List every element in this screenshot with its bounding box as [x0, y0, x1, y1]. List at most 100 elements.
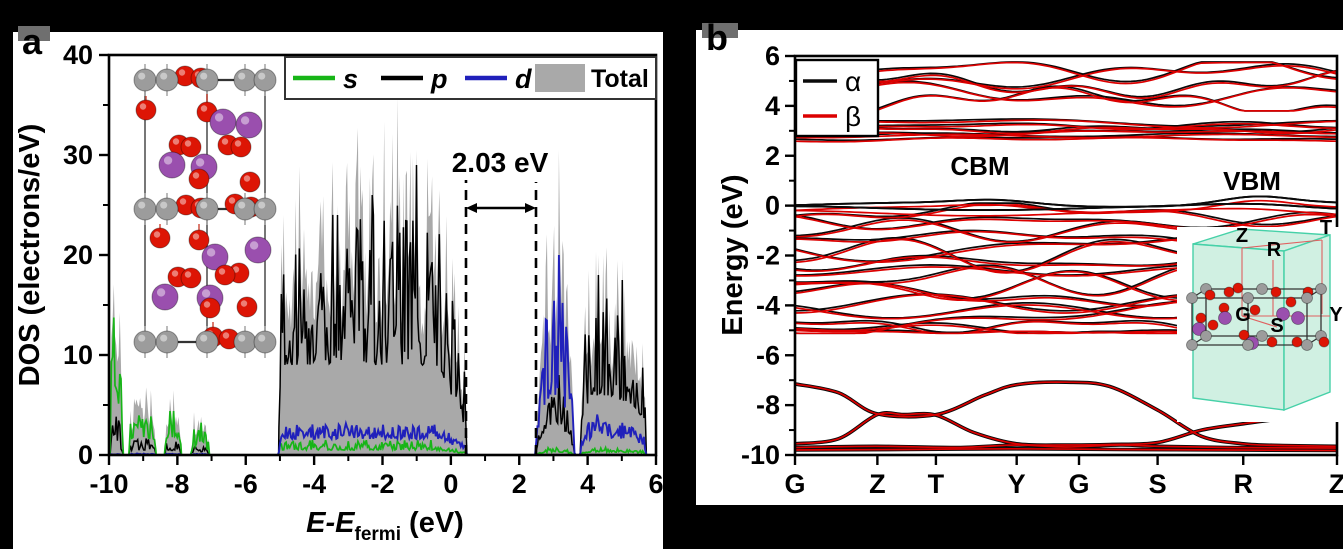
beta-band [795, 136, 1337, 143]
gray-atom [1301, 339, 1313, 351]
panel-a-letter: a [22, 21, 43, 62]
red-atom [1204, 289, 1216, 301]
beta-band [795, 199, 1337, 214]
beta-band [795, 130, 1337, 138]
s-dos-curve [163, 410, 183, 455]
y-tick-label: 40 [63, 40, 93, 70]
p-dos-curve [579, 274, 648, 455]
red-atom [180, 267, 202, 289]
atom-highlight [153, 231, 161, 238]
gray-atom [195, 330, 219, 354]
y-tick-label: 30 [63, 140, 93, 170]
atom-highlight [160, 334, 168, 342]
s-dos-curve [277, 438, 468, 455]
purple-atom [1218, 311, 1232, 325]
legend-total-swatch-icon [535, 64, 585, 92]
gray-atom [233, 68, 257, 92]
dos-legend-box [284, 56, 657, 100]
k-point-label: G [1069, 469, 1090, 499]
atom-highlight [221, 138, 229, 145]
red-atom [1249, 304, 1261, 316]
gray-atom [1315, 283, 1327, 295]
deep-band-beta [795, 444, 1337, 449]
y-tick-label: -2 [756, 241, 780, 271]
k-point-label: S [1149, 469, 1167, 499]
x-tick-label: 0 [443, 469, 458, 499]
red-atom [214, 264, 236, 286]
inset-kpoint-label: T [1320, 217, 1332, 239]
purple-atom [201, 243, 229, 271]
y-tick-label: 2 [765, 141, 780, 171]
y-tick-label: 10 [63, 340, 93, 370]
k-point-label: G [784, 469, 805, 499]
p-dos-curve [128, 437, 157, 455]
gray-atom [253, 68, 277, 92]
atom-highlight [201, 289, 211, 298]
atom-highlight [200, 72, 208, 80]
atom-highlight [218, 268, 226, 275]
gray-atom [195, 68, 219, 92]
atom-highlight [232, 266, 240, 273]
dos-axes: -10 -8 -6 -4 -2 0 2 4 6 0 10 20 30 40 [63, 40, 663, 499]
x-tick-label: -10 [89, 469, 128, 499]
gray-atom [1186, 339, 1198, 351]
atom-highlight [240, 116, 250, 125]
beta-band [795, 213, 1337, 231]
atom-highlight [160, 201, 168, 209]
beta-band [795, 81, 1337, 108]
inset-kpoint-label: Y [1329, 304, 1343, 326]
atom-highlight [156, 288, 166, 297]
inset-kpoint-label: G [1235, 304, 1251, 326]
purple-atom [244, 236, 272, 264]
legend-alpha-label: α [845, 66, 861, 97]
red-atom [1266, 336, 1278, 348]
gray-atom [233, 330, 257, 354]
atom-highlight [228, 197, 236, 204]
purple-atom [1276, 307, 1290, 321]
inset-kpoint-label: R [1267, 239, 1282, 261]
band-gap-annotation: 2.03 eV [452, 147, 549, 455]
atom-highlight [238, 201, 246, 209]
gray-atom [1242, 339, 1254, 351]
y-tick-label: 0 [78, 440, 93, 470]
atom-highlight [179, 198, 187, 205]
legend-s-label: s [343, 64, 358, 94]
atom-highlight [184, 271, 192, 278]
red-atom [199, 297, 221, 319]
atom-highlight [178, 69, 186, 76]
legend-d-label: d [515, 64, 532, 94]
p-dos-curve [277, 164, 468, 455]
beta-band [795, 64, 1337, 90]
atom-highlight [200, 105, 208, 112]
total-dos-fill [580, 247, 647, 455]
gap-arrowhead-left-icon [466, 203, 477, 213]
y-tick-label: -8 [756, 390, 780, 420]
atom-highlight [195, 158, 205, 167]
y-tick-label: -10 [741, 440, 780, 470]
s-dos-curve [535, 445, 576, 455]
y-tick-label: 0 [765, 191, 780, 221]
gray-atom [195, 197, 219, 221]
beta-band [795, 122, 1337, 131]
legend-p-label: p [430, 64, 448, 94]
gray-atom [1186, 292, 1198, 304]
y-tick-label: 4 [765, 91, 780, 121]
inset-kpoint-label: Z [1236, 225, 1248, 247]
atom-highlight [258, 201, 266, 209]
gray-atom [155, 330, 179, 354]
purple-atom [235, 111, 263, 139]
beta-band [795, 61, 1337, 85]
red-atom [1207, 319, 1219, 331]
beta-band [795, 133, 1337, 139]
gray-atom [1256, 330, 1268, 342]
brillouin-zone-inset: ZR T G S Y [1177, 217, 1343, 422]
vbm-label: VBM [1223, 166, 1281, 196]
k-point-label: Z [1329, 469, 1343, 499]
atom-highlight [138, 334, 146, 342]
y-tick-label: -6 [756, 340, 780, 370]
red-atom [1238, 329, 1250, 341]
atom-highlight [163, 156, 173, 165]
legend-beta-label: β [845, 101, 861, 132]
